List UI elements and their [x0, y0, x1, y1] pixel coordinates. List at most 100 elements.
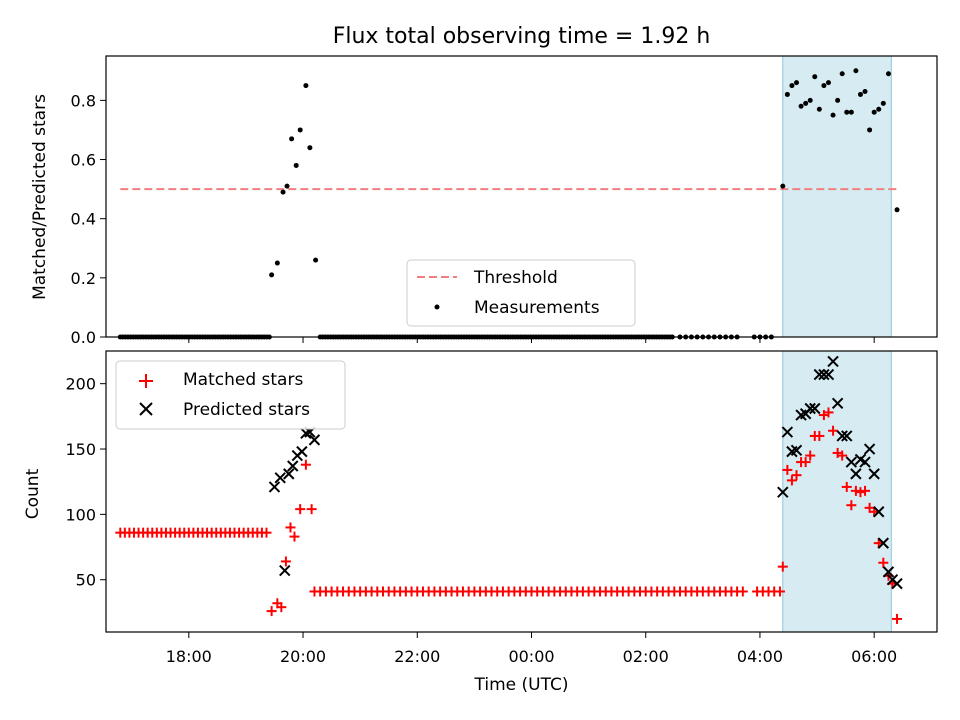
- measurement-point: [794, 80, 800, 86]
- predicted-star-point: [891, 577, 903, 590]
- top-y-tick-label: 0.4: [71, 210, 96, 229]
- measurement-point: [885, 71, 891, 77]
- bottom-panel: 50 100 150 200 18:00 20:00 22:00 00:00 02:00 04:…: [23, 350, 938, 695]
- matched-star-point: [846, 500, 857, 511]
- measurement-point: [313, 257, 319, 263]
- legend-matched-swatch: [139, 374, 153, 388]
- matched-star-point: [800, 457, 811, 468]
- matched-star-point: [276, 602, 287, 613]
- x-axis-label: Time (UTC): [474, 675, 569, 695]
- top-y-tick-label: 0.8: [71, 91, 96, 110]
- measurement-point: [789, 83, 795, 89]
- x-tick-label: 04:00: [737, 647, 783, 666]
- predicted-star-point: [308, 434, 321, 446]
- measurement-point: [835, 97, 841, 103]
- bottom-y-tick-label: 50: [76, 571, 96, 590]
- x-tick-label: 20:00: [280, 647, 326, 666]
- predicted-star-point: [836, 430, 848, 442]
- predicted-star-point: [831, 397, 844, 409]
- matched-star-point: [777, 561, 788, 572]
- measurement-point: [803, 100, 809, 106]
- matched-star-point: [828, 425, 839, 436]
- measurement-point: [853, 68, 859, 74]
- top-y-tick-label: 0.2: [71, 269, 96, 288]
- predicted-star-point: [809, 402, 821, 415]
- measurement-point: [871, 109, 877, 115]
- measurement-point: [798, 103, 804, 109]
- predicted-star-point: [850, 468, 862, 480]
- measurement-point: [862, 88, 868, 94]
- measurement-point: [848, 109, 854, 115]
- measurement-point: [830, 112, 836, 118]
- x-tick-label: 06:00: [851, 647, 897, 666]
- top-plot-frame: [105, 55, 938, 338]
- predicted-star-point: [827, 355, 839, 368]
- chart-title: Flux total observing time = 1.92 h: [333, 24, 711, 49]
- x-tick-label: 18:00: [166, 647, 212, 666]
- matched-star-point: [805, 450, 816, 461]
- measurement-point: [812, 74, 818, 80]
- predicted-star-point: [287, 460, 299, 472]
- measurement-point: [816, 106, 822, 112]
- matched-star-point: [280, 556, 291, 567]
- measurement-point: [867, 127, 873, 133]
- matched-star-point: [774, 586, 785, 597]
- measurement-point: [297, 127, 303, 133]
- predicted-star-point: [863, 443, 876, 455]
- measurement-point: [876, 106, 882, 112]
- predicted-star-point: [841, 430, 853, 442]
- predicted-star-point: [813, 368, 826, 381]
- predicted-star-point: [274, 472, 286, 484]
- matched-star-point: [791, 470, 802, 481]
- measurement-point: [821, 83, 827, 89]
- predicted-star-point: [283, 468, 295, 480]
- matched-star-point: [837, 450, 848, 461]
- matched-star-point: [786, 475, 797, 486]
- legend-predicted-swatch: [139, 402, 153, 416]
- legend-threshold-label: Threshold: [473, 268, 558, 288]
- observing-window-span: [782, 55, 892, 338]
- matched-star-point: [266, 606, 277, 617]
- predicted-star-point: [873, 506, 885, 518]
- matched-star-point: [289, 531, 300, 542]
- predicted-star-point: [818, 368, 830, 381]
- top-panel: 0.00.20.40.60.8 Matched/Predicted stars …: [30, 55, 938, 347]
- predicted-star-point: [296, 445, 308, 458]
- measurement-point: [280, 189, 286, 195]
- measurement-point: [839, 71, 845, 77]
- measurement-point: [303, 83, 309, 89]
- measurement-point: [857, 91, 863, 97]
- predicted-star-point: [868, 468, 880, 480]
- predicted-star-point: [268, 481, 281, 493]
- predicted-star-point: [790, 444, 803, 457]
- matched-star-point: [285, 522, 296, 533]
- matched-star-point: [850, 485, 861, 496]
- x-tick-label: 22:00: [394, 647, 440, 666]
- measurement-point: [289, 136, 295, 142]
- measurement-point: [880, 100, 886, 106]
- predicted-star-point: [845, 456, 858, 468]
- matched-star-point: [261, 527, 272, 538]
- legend-predicted-label: Predicted stars: [183, 400, 310, 420]
- bottom-y-tick-label: 150: [65, 440, 96, 459]
- bottom-y-axis-label: Count: [23, 468, 43, 519]
- legend-measurements-label: Measurements: [474, 298, 600, 318]
- bottom-plot-frame: [105, 350, 938, 633]
- measurement-point: [780, 183, 786, 189]
- matched-star-point: [814, 430, 825, 441]
- matched-star-point: [306, 504, 317, 515]
- measurement-point: [293, 162, 299, 168]
- top-legend: Threshold Measurements: [406, 259, 636, 327]
- legend-matched-label: Matched stars: [183, 370, 303, 390]
- top-y-axis-label: Matched/Predicted stars: [30, 94, 50, 300]
- predicted-star-point: [781, 426, 794, 438]
- legend-measurement-swatch: [434, 304, 440, 310]
- measurement-point: [825, 80, 831, 86]
- measurement-point: [274, 260, 280, 266]
- measurement-point: [894, 207, 900, 213]
- predicted-star-points: [268, 355, 903, 590]
- measurement-point: [807, 97, 813, 103]
- predicted-star-point: [859, 456, 871, 468]
- matched-star-point: [892, 613, 903, 624]
